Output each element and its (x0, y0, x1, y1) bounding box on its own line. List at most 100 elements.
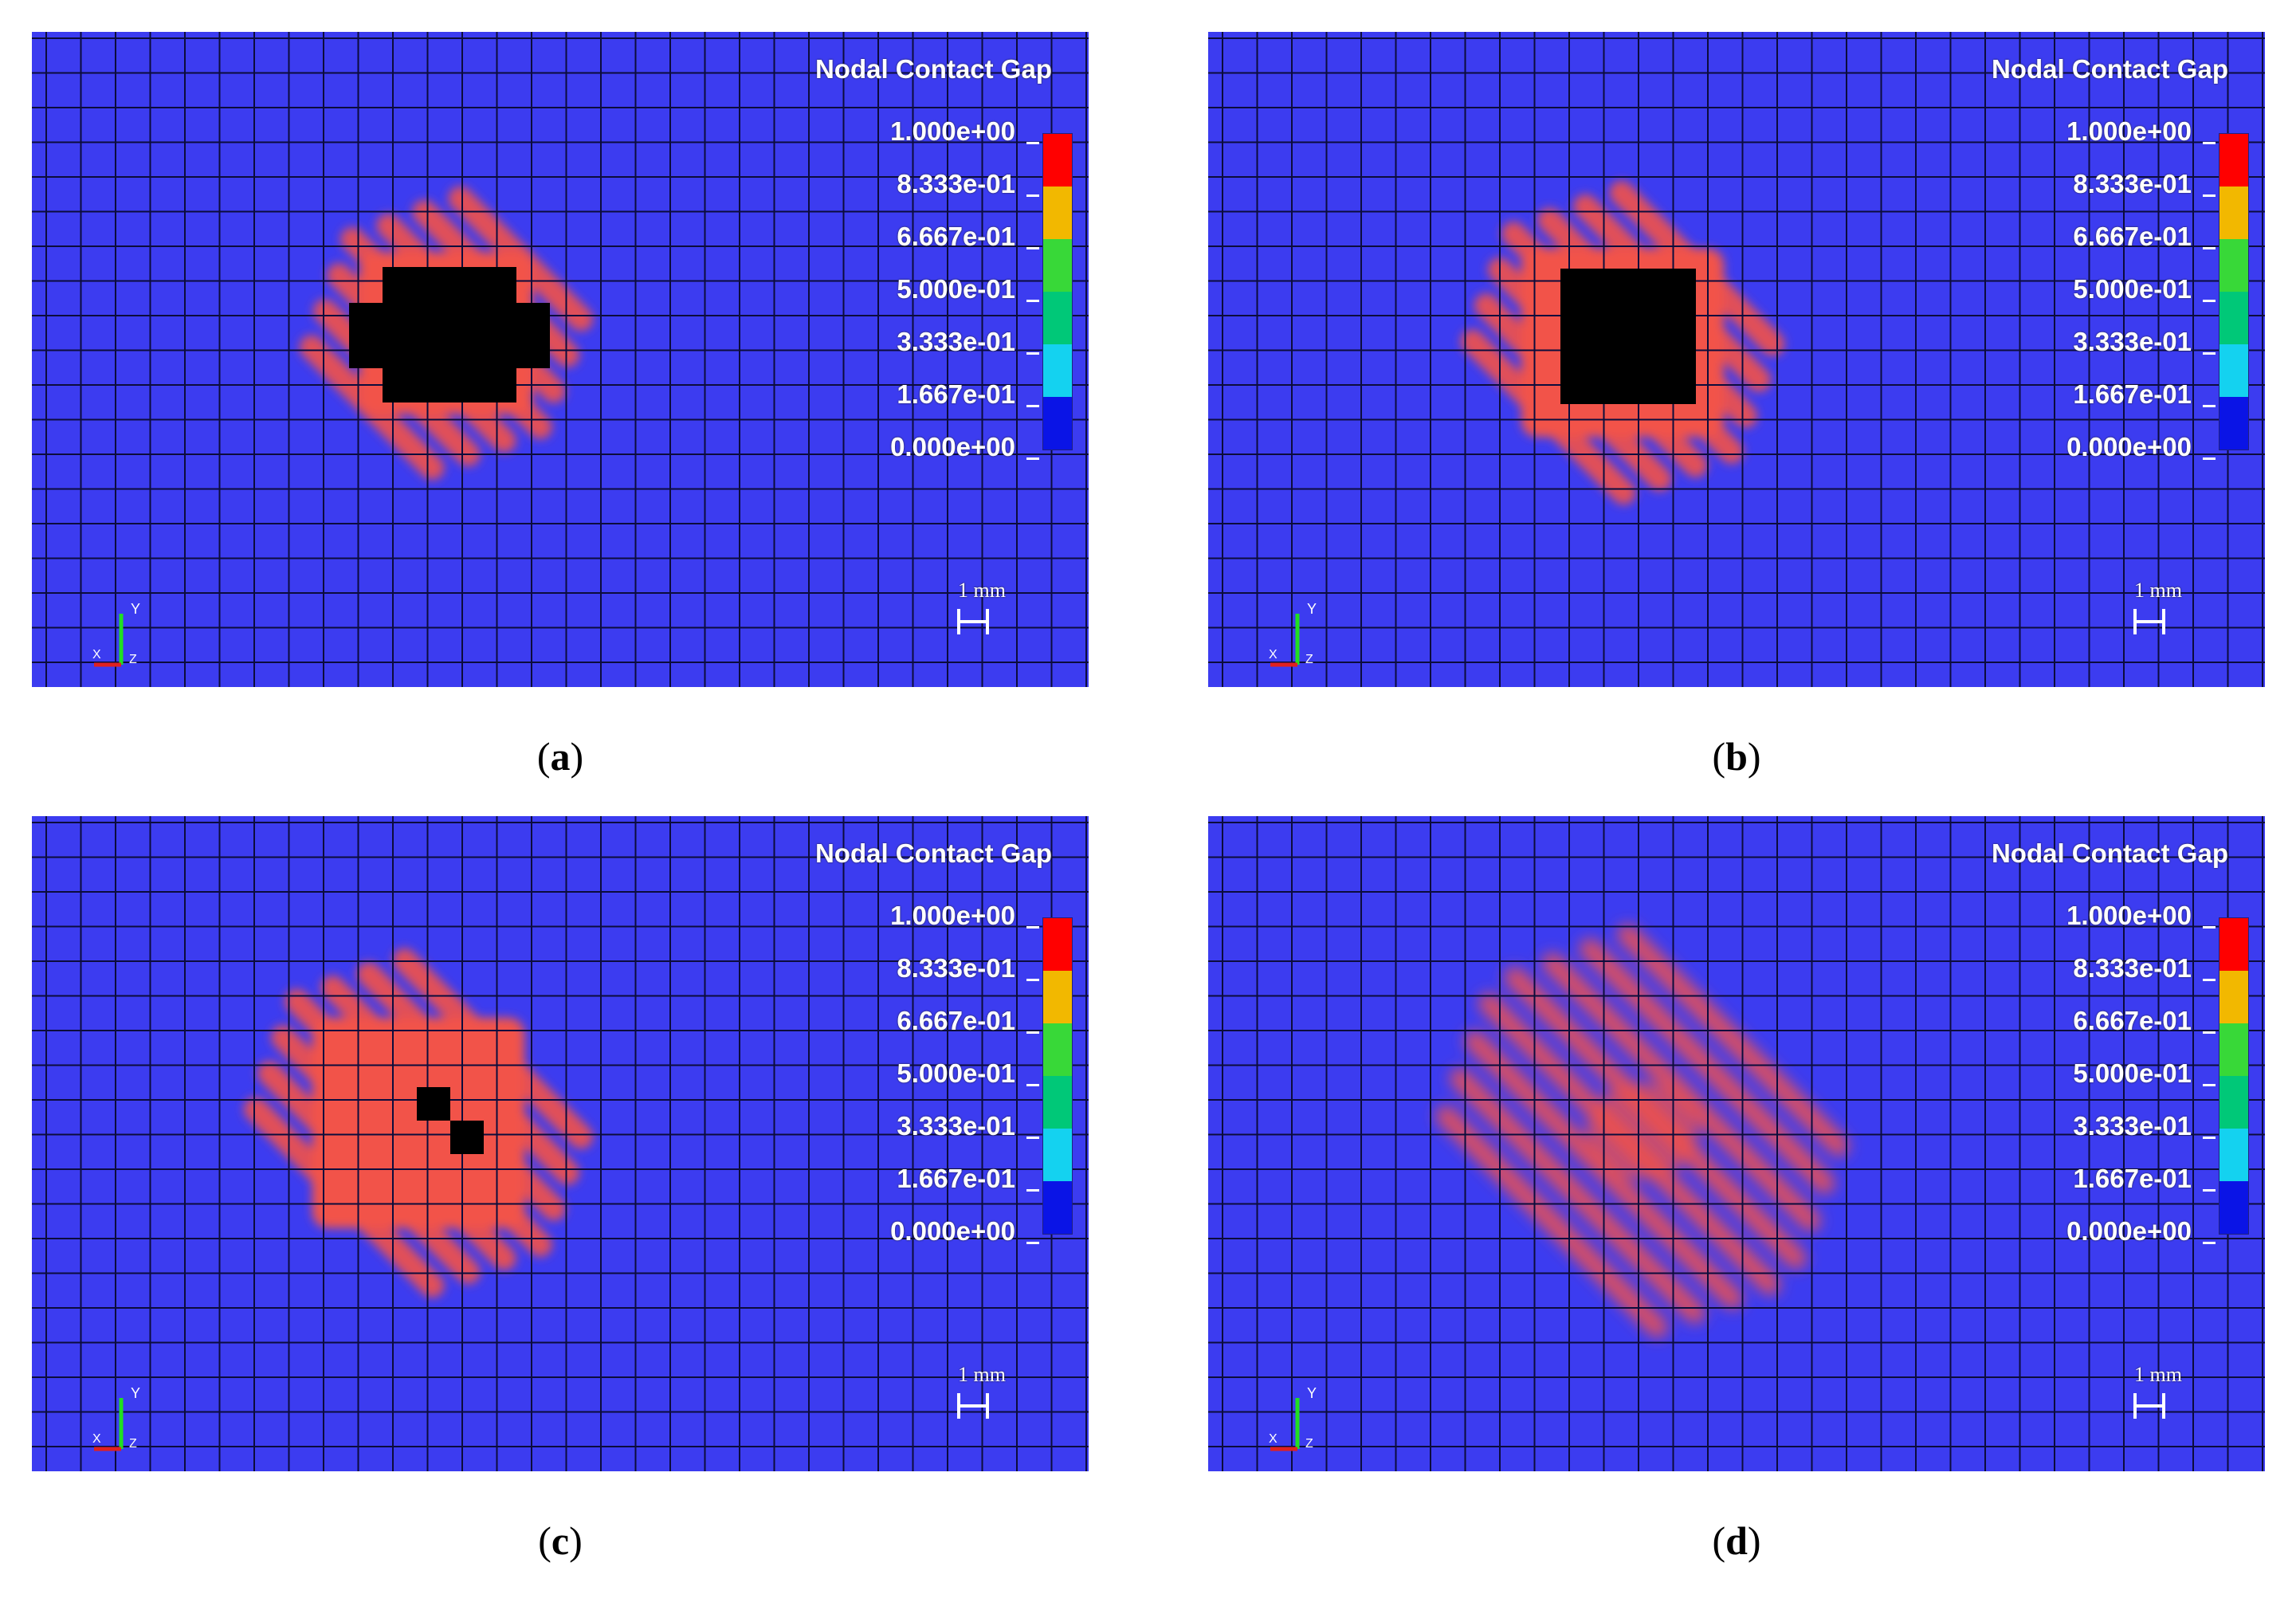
legend-tick-mark (1026, 405, 1039, 407)
colorbar-segment (2219, 292, 2248, 344)
colorbar-segment (2219, 1129, 2248, 1181)
scale-bar-icon (957, 1393, 989, 1419)
colorbar-segment (2219, 1076, 2248, 1129)
caption-paren: ( (538, 1518, 551, 1563)
scale-bar-icon (957, 609, 989, 634)
caption-paren: ( (536, 734, 551, 779)
contact-gap-field (32, 816, 1089, 1471)
x-axis-label: X (1269, 648, 1278, 662)
scale-bar-label: 1 mm (958, 1363, 1006, 1386)
colorbar-segment (1043, 918, 1072, 971)
legend-tick-label: 3.333e-01 (897, 327, 1015, 356)
legend-tick-label: 0.000e+00 (2066, 1216, 2192, 1246)
legend-tick-mark (2203, 247, 2216, 249)
contact-core (312, 1018, 525, 1228)
caption-paren: ) (1747, 1518, 1761, 1563)
colorbar-segment (2219, 187, 2248, 239)
void-region (1560, 269, 1696, 404)
legend-tick-label: 6.667e-01 (2073, 222, 2192, 251)
caption-d: (d) (1657, 1518, 1816, 1564)
caption-paren: ) (1747, 734, 1761, 779)
legend-tick-mark (2203, 926, 2216, 929)
legend-tick-label: 0.000e+00 (890, 432, 1015, 461)
legend-tick-label: 3.333e-01 (2073, 1111, 2192, 1141)
legend-title: Nodal Contact Gap (814, 838, 1052, 868)
legend-tick-mark (2203, 979, 2216, 981)
legend-tick-mark (2203, 405, 2216, 407)
legend-tick-label: 5.000e-01 (897, 274, 1015, 304)
scale-bar-label: 1 mm (2134, 1363, 2182, 1386)
legend-tick-mark (1026, 979, 1039, 981)
legend-tick-mark (1026, 1137, 1039, 1139)
legend-tick-label: 1.667e-01 (897, 1164, 1015, 1193)
colorbar-segment (2219, 1181, 2248, 1234)
x-axis-label: X (1269, 1432, 1278, 1446)
y-axis-label: Y (1307, 601, 1317, 617)
legend-tick-mark (1026, 1242, 1039, 1244)
colorbar-segment (1043, 344, 1072, 397)
legend-tick-mark (1026, 1189, 1039, 1192)
legend-tick-label: 0.000e+00 (2066, 432, 2192, 461)
scale-bar-label: 1 mm (958, 579, 1006, 602)
legend-tick-mark (2203, 1084, 2216, 1086)
y-axis-label: Y (131, 601, 140, 617)
colorbar-segment (2219, 239, 2248, 292)
colorbar-segment (1043, 971, 1072, 1023)
legend-tick-mark (2203, 352, 2216, 355)
colorbar-segment (1043, 1023, 1072, 1076)
x-axis-label: X (92, 1432, 101, 1446)
legend-tick-mark (1026, 352, 1039, 355)
legend-tick-label: 1.667e-01 (2073, 1164, 2192, 1193)
mesh-grid (1208, 816, 2265, 1471)
legend-tick-label: 0.000e+00 (890, 1216, 1015, 1246)
legend-tick-label: 1.667e-01 (2073, 379, 2192, 409)
caption-letter: c (551, 1518, 570, 1563)
legend-tick-label: 1.667e-01 (897, 379, 1015, 409)
legend-tick-label: 3.333e-01 (2073, 327, 2192, 356)
legend-tick-mark (1026, 194, 1039, 197)
legend-tick-label: 8.333e-01 (897, 953, 1015, 983)
contact-stripe (1617, 924, 1850, 1156)
legend-tick-label: 6.667e-01 (897, 1006, 1015, 1035)
y-axis-label: Y (1307, 1385, 1317, 1401)
axis-triad-icon: Y X Z (92, 601, 140, 667)
contact-gap-field (1208, 816, 2265, 1471)
mesh-grid (32, 816, 1089, 1471)
void-region (417, 1087, 484, 1154)
caption-b: (b) (1657, 733, 1816, 779)
z-axis-label: Z (1305, 1437, 1313, 1451)
legend-tick-mark (2203, 142, 2216, 144)
legend-title: Nodal Contact Gap (1991, 838, 2228, 868)
void-region (349, 267, 550, 402)
colorbar-segment (2219, 344, 2248, 397)
axis-triad-icon: Y X Z (1269, 601, 1317, 667)
legend-tick-mark (1026, 300, 1039, 302)
legend-tick-label: 1.000e+00 (2066, 901, 2192, 930)
colorbar-segment (1043, 292, 1072, 344)
axis-triad-icon: Y X Z (92, 1385, 140, 1451)
legend-tick-mark (2203, 1189, 2216, 1192)
caption-letter: b (1725, 734, 1748, 779)
colorbar-segment (1043, 397, 1072, 450)
legend-tick-mark (2203, 194, 2216, 197)
scale-bar-icon (2133, 1393, 2165, 1419)
caption-letter: a (550, 734, 571, 779)
legend-tick-label: 3.333e-01 (897, 1111, 1015, 1141)
contour-plot-panel-d: Nodal Contact Gap 1.000e+00 8.333e-01 6.… (1208, 816, 2265, 1471)
legend-tick-mark (1026, 1031, 1039, 1034)
colorbar-segment (1043, 239, 1072, 292)
contact-gap-field (32, 32, 1089, 687)
colorbar-segment (1043, 187, 1072, 239)
legend-tick-mark (2203, 300, 2216, 302)
caption-letter: d (1725, 1518, 1748, 1563)
colorbar-segment (2219, 134, 2248, 187)
legend-tick-label: 5.000e-01 (2073, 274, 2192, 304)
legend-tick-mark (2203, 1137, 2216, 1139)
contact-core (1587, 1083, 1698, 1179)
colorbar-segment (1043, 1129, 1072, 1181)
legend-tick-label: 6.667e-01 (897, 222, 1015, 251)
colorbar-segment (2219, 971, 2248, 1023)
colorbar-segment (1043, 1076, 1072, 1129)
contact-stripe (1435, 1105, 1668, 1338)
legend-tick-label: 8.333e-01 (2073, 169, 2192, 198)
